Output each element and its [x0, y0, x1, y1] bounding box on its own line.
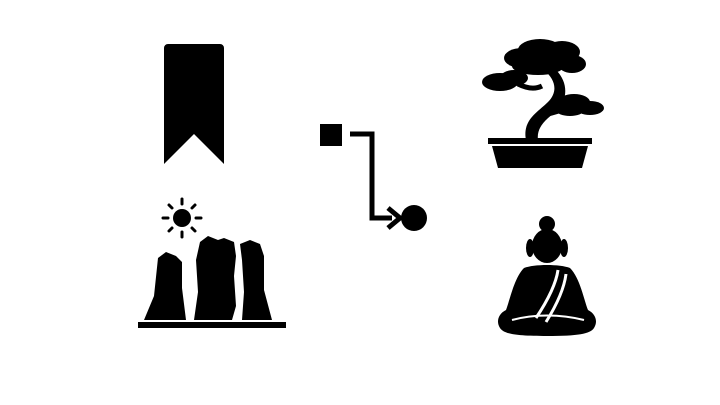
bonsai-tree-icon: [478, 36, 608, 170]
sun-icon: [161, 197, 203, 239]
buddha-icon: [494, 214, 600, 338]
flowchart-icon: [316, 120, 432, 236]
canyon-sun-icon: [136, 196, 288, 332]
bookmark-icon: [160, 42, 228, 166]
